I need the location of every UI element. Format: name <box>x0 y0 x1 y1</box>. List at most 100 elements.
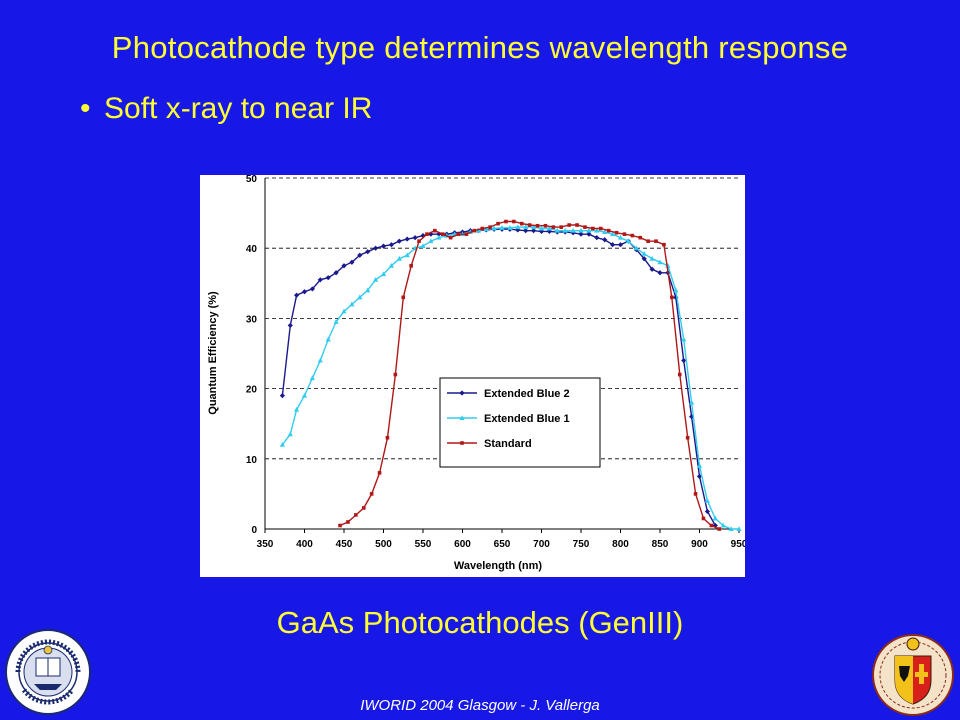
data-point <box>704 498 710 503</box>
data-point <box>440 232 445 236</box>
data-point <box>333 319 339 324</box>
data-point <box>373 276 379 282</box>
data-point <box>472 228 477 233</box>
data-point <box>377 471 382 475</box>
data-point <box>361 506 366 510</box>
slide-title: Photocathode type determines wavelength … <box>111 30 849 65</box>
x-tick-label: 650 <box>494 539 511 550</box>
data-point <box>301 289 308 295</box>
data-point <box>294 406 300 412</box>
data-point <box>428 238 434 244</box>
bullet-dot-icon: • <box>80 92 91 125</box>
data-point <box>543 223 548 228</box>
data-point <box>380 271 387 277</box>
data-point <box>309 375 315 381</box>
data-point <box>401 295 406 300</box>
data-point <box>279 441 285 447</box>
x-tick-label: 900 <box>691 539 708 550</box>
data-point <box>499 225 505 230</box>
data-point <box>586 227 592 233</box>
x-tick-label: 450 <box>336 539 353 550</box>
data-point <box>546 228 552 234</box>
data-point <box>594 235 600 241</box>
data-point <box>570 230 576 236</box>
chart-legend: Extended Blue 2 Extended Blue 1 Standard <box>439 377 601 468</box>
data-point <box>287 431 293 437</box>
y-tick-label: 0 <box>251 525 257 536</box>
data-point <box>736 526 742 531</box>
data-point <box>614 230 619 235</box>
data-point <box>630 233 635 238</box>
data-point <box>685 435 690 440</box>
data-point <box>696 473 703 479</box>
data-point <box>396 255 402 261</box>
data-point <box>559 225 564 229</box>
chart-panel: 0 10 20 30 40 50 350 400 450 500 550 600 650 700 750 8… <box>200 174 748 577</box>
data-point <box>617 234 624 240</box>
data-point <box>535 223 540 228</box>
data-point <box>717 527 722 531</box>
data-point <box>646 239 650 243</box>
data-point <box>436 231 442 237</box>
series-extended-blue-2 <box>279 226 718 529</box>
data-point <box>598 226 603 231</box>
data-point <box>301 392 308 398</box>
data-point <box>709 523 714 528</box>
data-point <box>365 249 371 255</box>
y-tick-labels: 0 10 20 30 40 50 <box>246 174 258 536</box>
data-point <box>712 515 718 521</box>
x-tick-label: 950 <box>731 539 745 550</box>
bullet-item: • Soft x-ray to near IR <box>80 92 372 126</box>
data-point <box>341 308 347 314</box>
data-point <box>578 227 584 233</box>
data-point <box>681 336 687 342</box>
data-point <box>369 492 374 496</box>
legend-item: Extended Blue 1 <box>447 413 570 425</box>
data-point <box>625 238 631 244</box>
data-point <box>420 243 426 249</box>
data-point <box>591 226 595 231</box>
data-point <box>279 393 285 399</box>
data-point <box>483 226 489 232</box>
data-point <box>287 322 293 329</box>
data-point <box>341 263 347 269</box>
data-point <box>562 227 568 233</box>
data-point <box>425 232 429 236</box>
footer-text: IWORID 2004 Glasgow - J. Vallerga <box>360 697 600 714</box>
data-point <box>420 232 426 239</box>
x-tick-label: 600 <box>454 539 471 550</box>
data-point <box>606 228 611 233</box>
data-point <box>689 399 695 405</box>
x-tick-label: 850 <box>652 539 669 550</box>
data-point <box>515 227 521 233</box>
series-layer <box>279 219 742 531</box>
x-tick-label: 400 <box>296 539 313 550</box>
data-point <box>512 219 516 224</box>
legend-label: Standard <box>484 438 532 450</box>
legend-item: Standard <box>447 438 532 450</box>
data-point <box>657 270 663 276</box>
data-point <box>357 294 363 300</box>
y-tick-label: 40 <box>246 244 258 255</box>
y-tick-label: 30 <box>246 314 258 325</box>
x-tick-label: 500 <box>375 539 392 550</box>
data-point <box>325 336 331 342</box>
x-tick-label: 700 <box>533 539 550 550</box>
y-tick-label: 10 <box>246 455 258 466</box>
y-tick-label: 50 <box>246 175 258 185</box>
uc-berkeley-seal-icon <box>5 629 91 715</box>
data-point <box>349 301 355 307</box>
data-point <box>373 245 379 251</box>
data-point <box>480 226 485 231</box>
data-point <box>464 232 469 236</box>
data-point <box>610 242 616 248</box>
data-point <box>409 263 413 268</box>
data-point <box>412 235 418 241</box>
series-standard <box>338 219 722 531</box>
y-axis-label: Quantum Efficiency (%) <box>207 291 219 415</box>
y-tick-label: 20 <box>246 385 258 396</box>
data-point <box>338 523 342 528</box>
data-point <box>523 228 529 234</box>
data-point <box>602 229 608 235</box>
data-point <box>578 231 584 237</box>
